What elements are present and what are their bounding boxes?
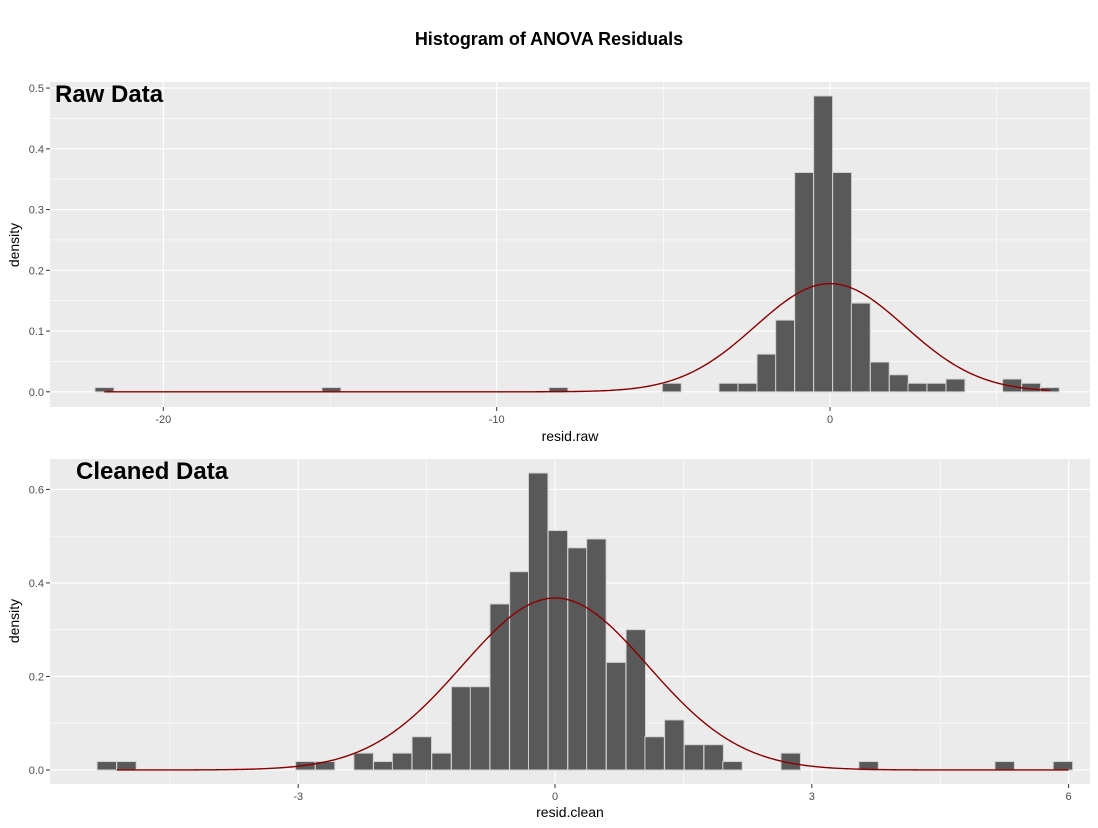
raw-y-tick-label: 0.5 bbox=[29, 83, 44, 95]
figure-title: Histogram of ANOVA Residuals bbox=[415, 29, 683, 49]
raw-x-tick-label: -10 bbox=[489, 414, 505, 426]
raw-y-tick-label: 0.3 bbox=[29, 205, 44, 217]
clean-histogram-bar bbox=[489, 603, 510, 771]
raw-histogram-bar bbox=[832, 172, 853, 393]
clean-histogram-bars bbox=[96, 472, 1074, 771]
raw-histogram-bar bbox=[794, 172, 815, 393]
clean-x-tick-label: 0 bbox=[552, 791, 558, 803]
clean-histogram-bar bbox=[353, 752, 374, 771]
clean-y-tick-label: 0.2 bbox=[29, 671, 44, 683]
clean-y-tick-label: 0.0 bbox=[29, 765, 44, 777]
clean-x-tick-label: 3 bbox=[809, 791, 815, 803]
raw-histogram-bar bbox=[756, 353, 777, 393]
raw-histogram-bar bbox=[888, 374, 909, 393]
clean-panel-tag: Cleaned Data bbox=[76, 458, 229, 485]
clean-histogram-bar bbox=[703, 744, 724, 771]
clean-histogram-bar bbox=[527, 472, 549, 771]
clean-normal-curve bbox=[116, 597, 1069, 771]
clean-axes: -3 0 3 6 0.0 0.2 0.4 0.6 bbox=[29, 484, 1072, 803]
raw-histogram-bar bbox=[737, 382, 758, 393]
clean-histogram-bar bbox=[664, 719, 685, 771]
clean-x-tick-label: 6 bbox=[1066, 791, 1072, 803]
raw-histogram-bar bbox=[661, 382, 682, 393]
raw-axes: -20 -10 0 0.0 0.1 0.2 0.3 0.4 0.5 bbox=[29, 83, 833, 426]
clean-x-axis-title: resid.clean bbox=[536, 804, 604, 820]
raw-x-tick-label: 0 bbox=[827, 414, 833, 426]
clean-histogram-bar bbox=[683, 744, 705, 771]
clean-histogram-bar bbox=[431, 752, 452, 771]
clean-x-tick-label: -3 bbox=[293, 791, 303, 803]
raw-normal-density-curve bbox=[104, 282, 1051, 393]
clean-histogram-bar bbox=[450, 686, 472, 771]
raw-panel-tag: Raw Data bbox=[55, 81, 164, 108]
clean-histogram-bar bbox=[1052, 761, 1074, 771]
raw-histogram-bar bbox=[813, 95, 834, 393]
raw-histogram-bar bbox=[718, 382, 739, 393]
raw-histogram-bars bbox=[94, 95, 1060, 393]
clean-histogram-bar bbox=[625, 629, 646, 771]
raw-histogram-bar bbox=[907, 382, 928, 393]
clean-histogram-bar bbox=[116, 761, 137, 771]
clean-histogram-bar bbox=[994, 761, 1015, 771]
clean-y-tick-label: 0.4 bbox=[29, 578, 44, 590]
raw-x-axis-title: resid.raw bbox=[542, 428, 600, 444]
raw-histogram-bar bbox=[775, 319, 796, 393]
raw-histogram-bar bbox=[945, 378, 966, 393]
clean-y-axis-title: density bbox=[6, 599, 22, 643]
raw-panel-background bbox=[50, 82, 1090, 407]
raw-histogram-bar bbox=[850, 302, 871, 393]
clean-histogram-bar bbox=[567, 547, 588, 771]
raw-x-tick-label: -20 bbox=[155, 414, 171, 426]
raw-data-panel: -20 -10 0 0.0 0.1 0.2 0.3 0.4 0.5 Raw Data resid… bbox=[6, 81, 1090, 444]
clean-histogram-bar bbox=[509, 571, 530, 771]
clean-histogram-bar bbox=[411, 736, 433, 771]
clean-histogram-bar bbox=[96, 761, 118, 771]
clean-normal-density-curve bbox=[116, 597, 1069, 771]
raw-y-tick-label: 0.4 bbox=[29, 144, 44, 156]
clean-histogram-bar bbox=[373, 761, 394, 771]
raw-y-tick-label: 0.2 bbox=[29, 265, 44, 277]
raw-y-axis-title: density bbox=[6, 223, 22, 267]
clean-histogram-bar bbox=[644, 736, 665, 771]
clean-histogram-bar bbox=[391, 752, 413, 771]
cleaned-data-panel: -3 0 3 6 0.0 0.2 0.4 0.6 Cleaned Data resid.cle… bbox=[6, 458, 1090, 820]
clean-histogram-bar bbox=[605, 661, 627, 771]
clean-y-tick-label: 0.6 bbox=[29, 484, 44, 496]
clean-histogram-bar bbox=[722, 761, 743, 771]
raw-normal-curve bbox=[104, 282, 1051, 393]
clean-histogram-bar bbox=[586, 538, 607, 771]
raw-y-tick-label: 0.1 bbox=[29, 326, 44, 338]
clean-histogram-bar bbox=[547, 530, 569, 771]
raw-y-tick-label: 0.0 bbox=[29, 387, 44, 399]
raw-histogram-bar bbox=[869, 361, 890, 393]
clean-histogram-bar bbox=[469, 686, 491, 771]
raw-histogram-bar bbox=[926, 382, 947, 393]
